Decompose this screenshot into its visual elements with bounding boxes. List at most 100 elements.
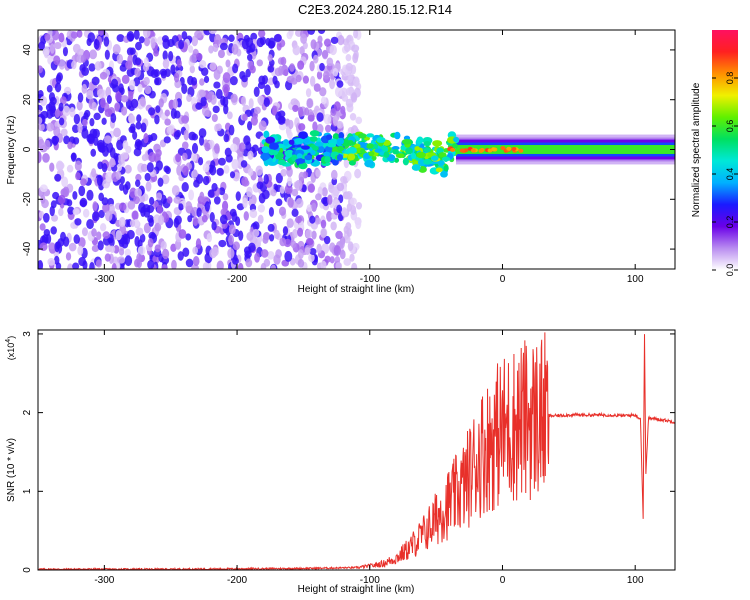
noise-speckle <box>192 246 199 255</box>
noise-speckle <box>126 30 135 42</box>
noise-speckle <box>294 179 303 191</box>
noise-speckle <box>97 161 104 170</box>
band-blob <box>261 146 270 153</box>
y-tick-label: -20 <box>22 192 33 207</box>
noise-speckle <box>237 262 244 269</box>
noise-speckle <box>129 47 136 55</box>
noise-speckle <box>82 208 90 218</box>
noise-speckle <box>154 77 160 86</box>
noise-speckle <box>215 123 222 132</box>
band-blob <box>331 158 339 166</box>
noise-speckle <box>128 114 136 125</box>
noise-speckle <box>308 253 315 262</box>
noise-speckle <box>132 131 138 140</box>
band-blob <box>376 136 386 143</box>
noise-speckle <box>164 118 171 126</box>
noise-speckle <box>44 33 51 41</box>
x-tick-label: -200 <box>227 274 247 285</box>
x-tick-label: -100 <box>360 575 380 586</box>
noise-speckle <box>122 140 129 150</box>
noise-speckle <box>307 30 316 35</box>
noise-speckle <box>48 242 56 250</box>
snr-plot-area <box>38 330 675 570</box>
noise-speckle <box>173 207 180 215</box>
noise-speckle <box>201 214 208 223</box>
noise-speckle <box>208 30 217 35</box>
peak-core <box>459 148 465 153</box>
noise-speckle <box>345 54 352 62</box>
noise-speckle <box>89 49 98 60</box>
noise-speckle <box>137 83 143 93</box>
noise-speckle <box>306 98 314 109</box>
noise-speckle <box>159 68 168 76</box>
band-blob <box>298 162 308 170</box>
noise-speckle <box>40 110 49 119</box>
noise-speckle <box>321 187 328 197</box>
noise-speckle <box>91 76 100 86</box>
noise-speckle <box>101 197 109 206</box>
chart-title: C2E3.2024.280.15.12.R14 <box>298 2 452 17</box>
x-tick-label: 0 <box>500 274 506 285</box>
colorbar-tick-label: 0.6 <box>725 120 735 133</box>
noise-speckle <box>153 69 160 78</box>
noise-speckle <box>270 264 277 269</box>
noise-speckle <box>62 46 68 57</box>
noise-speckle <box>345 191 353 200</box>
noise-speckle <box>289 63 295 72</box>
band-blob <box>394 157 400 163</box>
noise-speckle <box>245 141 252 152</box>
noise-speckle <box>77 92 84 103</box>
noise-speckle <box>185 258 194 268</box>
noise-speckle <box>204 201 210 212</box>
colorbar-ticks: 0.0 0.2 0.4 0.6 0.8 <box>712 72 738 276</box>
noise-speckle <box>270 189 277 197</box>
noise-speckle <box>99 223 107 232</box>
noise-speckle <box>130 98 139 109</box>
noise-speckle <box>102 202 110 213</box>
noise-speckle <box>125 60 133 70</box>
noise-speckle <box>223 164 230 174</box>
noise-speckle <box>322 71 330 80</box>
noise-speckle <box>319 87 327 97</box>
noise-speckle <box>61 176 69 188</box>
peak-core <box>487 148 493 153</box>
noise-speckle <box>255 165 263 176</box>
noise-speckle <box>111 262 117 269</box>
noise-speckle <box>119 176 125 185</box>
band-blob <box>304 154 313 161</box>
noise-speckle <box>213 196 221 205</box>
noise-speckle <box>82 118 88 127</box>
noise-speckle <box>330 221 337 231</box>
noise-speckle <box>214 143 220 154</box>
noise-speckle <box>202 175 210 186</box>
noise-speckle <box>141 154 148 162</box>
noise-speckle <box>78 256 87 267</box>
band-blob <box>277 159 287 166</box>
noise-speckle <box>196 207 202 218</box>
noise-speckle <box>134 57 142 66</box>
noise-speckle <box>145 181 152 192</box>
noise-speckle <box>67 263 74 269</box>
noise-speckle <box>273 254 281 265</box>
noise-speckle <box>267 223 275 232</box>
noise-speckle <box>298 171 305 182</box>
noise-speckle <box>191 35 199 47</box>
noise-speckle <box>78 185 86 197</box>
noise-speckle <box>295 74 302 83</box>
band-blob <box>411 152 417 160</box>
noise-speckle <box>181 141 189 150</box>
noise-speckle <box>355 219 362 230</box>
noise-speckle <box>335 230 343 240</box>
noise-speckle <box>134 67 141 78</box>
band-blob <box>402 157 409 166</box>
noise-speckle <box>311 230 317 240</box>
noise-speckle <box>48 92 56 102</box>
noise-speckle <box>161 174 170 185</box>
noise-speckle <box>320 228 327 238</box>
noise-speckle <box>91 228 97 237</box>
noise-speckle <box>62 236 70 247</box>
noise-speckle <box>305 229 313 239</box>
noise-speckle <box>154 114 160 125</box>
noise-speckle <box>128 126 136 134</box>
noise-speckle <box>171 259 177 269</box>
